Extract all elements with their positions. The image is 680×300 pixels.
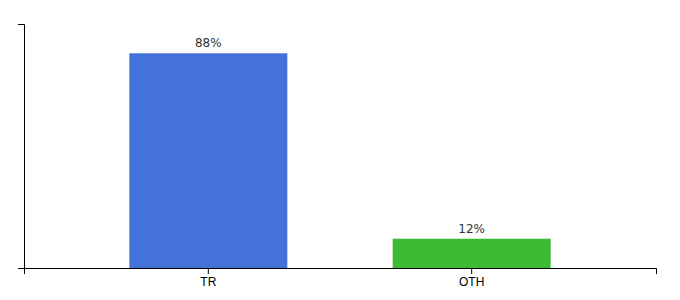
bar (129, 53, 287, 268)
data-labels: 88% 12% (195, 36, 485, 235)
y-axis-line (18, 25, 25, 269)
chart-container: TR OTH 88% 12% (0, 0, 680, 300)
x-axis: TR OTH (25, 268, 657, 289)
x-axis-line (25, 269, 657, 275)
data-label: 12% (458, 222, 485, 236)
plot: TR OTH 88% 12% (18, 25, 657, 289)
x-tick: TR (200, 268, 216, 289)
bar (393, 239, 551, 268)
x-tick-label: TR (200, 275, 216, 289)
x-tick-mark (208, 268, 209, 274)
x-tick-mark (471, 268, 472, 274)
data-label: 88% (195, 36, 222, 50)
bars (129, 53, 550, 268)
chart-svg: TR OTH 88% 12% (0, 0, 680, 300)
x-tick: OTH (459, 268, 484, 289)
y-axis (18, 25, 25, 269)
x-tick-label: OTH (459, 275, 484, 289)
